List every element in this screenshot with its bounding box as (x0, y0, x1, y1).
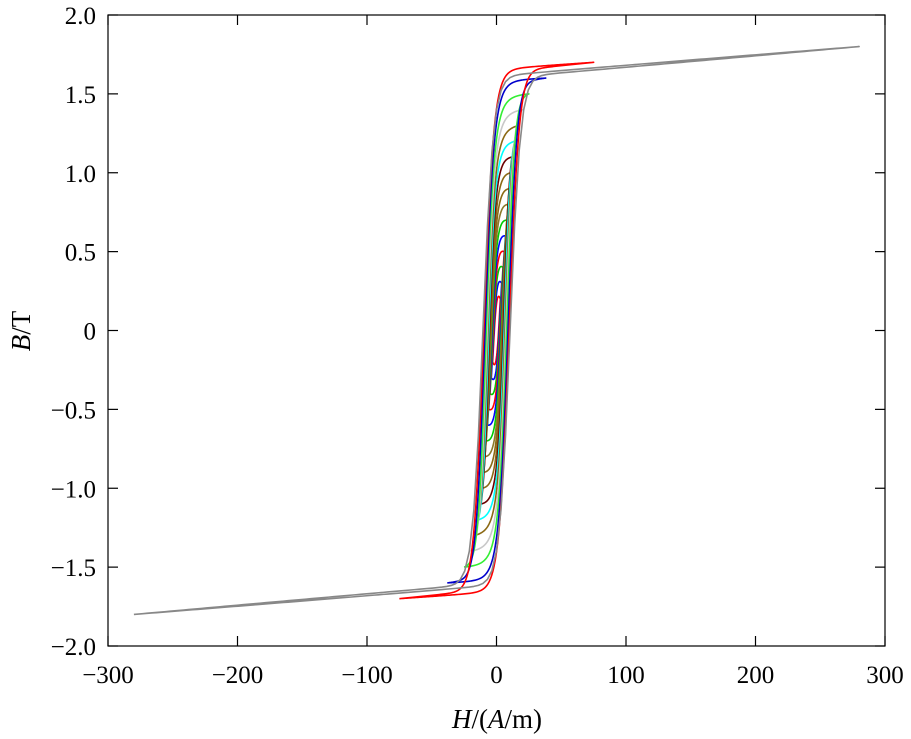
x-axis-label: H/(A/m) (451, 704, 542, 734)
hysteresis-loop-loop-1.5T (463, 93, 530, 568)
y-tick-label: 1.5 (65, 82, 96, 109)
axis-ticks (107, 14, 886, 647)
hysteresis-loop-loop-1.7T (399, 61, 595, 600)
x-tick-label: 100 (607, 662, 645, 689)
x-tick-label: −300 (82, 662, 134, 689)
y-tick-label: −2.0 (51, 634, 96, 661)
y-tick-label: 1.0 (65, 161, 96, 188)
x-tick-label: 200 (737, 662, 775, 689)
hysteresis-loops (133, 45, 860, 616)
hysteresis-loop-loop-1.6T (447, 77, 547, 584)
y-tick-labels: 2.0 1.5 1.0 0.5 0 −0.5 −1.0 −1.5 −2.0 (51, 3, 96, 661)
x-tick-label: 300 (866, 662, 904, 689)
y-tick-label: 0.5 (65, 240, 96, 267)
y-tick-label: 2.0 (65, 3, 96, 30)
hysteresis-loop-loop-1.4T (470, 108, 524, 553)
y-tick-label: −1.0 (51, 476, 96, 503)
y-axis-label: B/T (6, 310, 36, 351)
x-tick-label: −100 (341, 662, 393, 689)
x-tick-label: −200 (212, 662, 264, 689)
y-tick-label: −0.5 (51, 397, 96, 424)
y-tick-label: 0 (84, 319, 97, 346)
hysteresis-loop-loop-1.8T (133, 45, 860, 616)
x-tick-labels: −300 −200 −100 0 100 200 300 (82, 662, 904, 689)
x-tick-label: 0 (490, 662, 503, 689)
y-tick-label: −1.5 (51, 555, 96, 582)
